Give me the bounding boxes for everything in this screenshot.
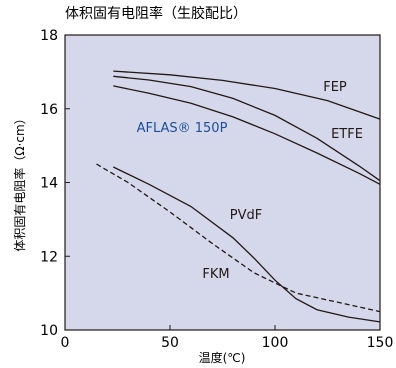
- series-label-fkm: FKM: [202, 267, 229, 282]
- y-tick-label: 18: [40, 28, 58, 44]
- series-layer: [96, 70, 381, 323]
- y-axis-label: 体积固有电阻率（Ω·cm）: [12, 112, 27, 251]
- y-tick-label: 10: [40, 323, 58, 339]
- x-tick-label: 50: [161, 335, 179, 351]
- chart-title: 体积固有电阻率（生胶配比）: [65, 5, 247, 22]
- x-tick-label: 0: [61, 335, 70, 351]
- x-axis-label: 温度(℃): [199, 350, 246, 365]
- series-line-fkm: [96, 163, 381, 313]
- series-label-aflas-150p: AFLAS® 150P: [137, 121, 228, 136]
- series-label-etfe: ETFE: [331, 127, 363, 142]
- plot-area: [64, 34, 381, 331]
- series-line-etfe: [113, 75, 381, 182]
- series-line-pvdf: [113, 166, 381, 323]
- series-line-fep: [113, 70, 381, 120]
- y-tick-label: 16: [40, 102, 58, 118]
- series-labels-layer: FEP ETFE AFLAS® 150P PVdF FKM: [137, 80, 363, 282]
- ticks-layer: 0 50 100 150 10 12 14 16 18: [40, 28, 393, 351]
- y-tick-label: 14: [40, 176, 58, 192]
- series-line-aflas-150p: [113, 85, 381, 185]
- x-tick-label: 150: [367, 335, 394, 351]
- series-label-pvdf: PVdF: [230, 208, 262, 223]
- x-tick-label: 100: [262, 335, 289, 351]
- y-tick-label: 12: [40, 249, 58, 265]
- series-label-fep: FEP: [323, 80, 347, 95]
